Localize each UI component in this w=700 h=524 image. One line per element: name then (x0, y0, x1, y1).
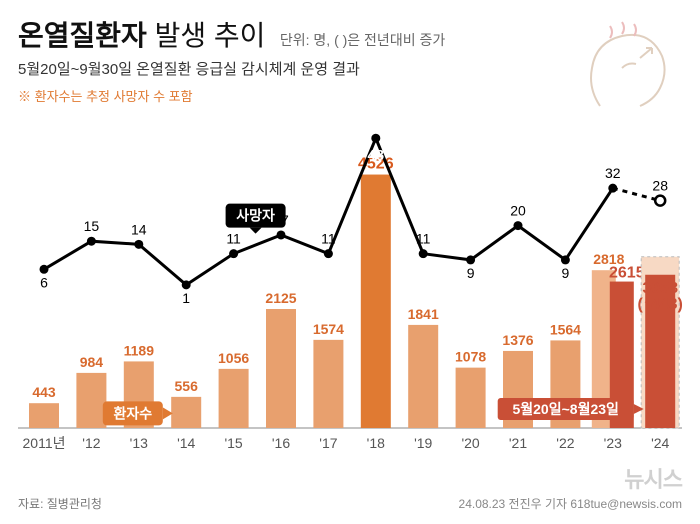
svg-text:48: 48 (367, 147, 384, 164)
svg-text:사망자: 사망자 (236, 208, 275, 224)
svg-text:'22: '22 (556, 435, 574, 451)
svg-text:'23: '23 (604, 435, 622, 451)
unit-label: 단위: 명, ( )은 전년대비 증가 (280, 32, 445, 48)
svg-text:환자수: 환자수 (113, 405, 152, 421)
svg-text:'24: '24 (651, 435, 669, 451)
svg-text:'14: '14 (177, 435, 195, 451)
svg-text:'20: '20 (461, 435, 479, 451)
svg-text:'15: '15 (224, 435, 242, 451)
svg-text:'12: '12 (82, 435, 100, 451)
svg-text:14: 14 (131, 221, 147, 237)
svg-text:9: 9 (562, 265, 570, 281)
svg-text:1841: 1841 (408, 306, 439, 322)
title-main: 온열질환자 (18, 20, 147, 51)
footnote-text: ※ 환자수는 추정 사망자 수 포함 (18, 89, 193, 104)
svg-text:20: 20 (510, 203, 526, 219)
svg-text:2011년: 2011년 (23, 435, 66, 451)
heat-illustration (570, 18, 680, 118)
svg-text:1564: 1564 (550, 321, 581, 337)
chart-area: 443 2011년 984 '12 1189 '13 556 '14 1056 '15 2125 '1… (18, 108, 682, 460)
svg-text:5월20일~8월23일: 5월20일~8월23일 (512, 401, 618, 417)
svg-text:1376: 1376 (502, 332, 533, 348)
svg-text:556: 556 (175, 378, 199, 394)
svg-text:2615: 2615 (609, 265, 645, 282)
credit-line: 24.08.23 전진우 기자 618tue@newsis.com (459, 495, 682, 512)
svg-text:2125: 2125 (265, 290, 296, 306)
source-label: 자료: 질병관리청 (18, 495, 102, 512)
title-sub: 발생 추이 (147, 20, 266, 51)
footnote: ※ 환자수는 추정 사망자 수 포함 (18, 86, 193, 105)
svg-text:1189: 1189 (124, 342, 155, 358)
svg-text:28: 28 (652, 178, 668, 194)
svg-text:'17: '17 (319, 435, 337, 451)
svg-text:11: 11 (321, 231, 336, 247)
subtitle: 5월20일~9월30일 온열질환 응급실 감시체계 운영 결과 (18, 58, 360, 79)
svg-text:11: 11 (416, 231, 431, 247)
svg-text:3058: 3058 (642, 280, 678, 297)
svg-text:9: 9 (467, 265, 475, 281)
svg-text:'13: '13 (130, 435, 148, 451)
svg-text:'18: '18 (367, 435, 385, 451)
svg-text:'21: '21 (509, 435, 527, 451)
svg-text:1: 1 (182, 290, 190, 306)
svg-text:(↑443): (↑443) (638, 296, 683, 313)
svg-text:6: 6 (40, 274, 48, 290)
svg-text:15: 15 (84, 218, 100, 234)
svg-text:1078: 1078 (455, 349, 486, 365)
svg-text:1574: 1574 (313, 321, 344, 337)
svg-text:'19: '19 (414, 435, 432, 451)
svg-text:11: 11 (226, 231, 241, 247)
svg-text:32: 32 (605, 165, 621, 181)
svg-text:1056: 1056 (218, 350, 249, 366)
svg-text:'16: '16 (272, 435, 290, 451)
svg-text:443: 443 (32, 384, 56, 400)
publisher-logo: 뉴시스 (624, 462, 682, 494)
svg-text:984: 984 (80, 354, 104, 370)
chart-title: 온열질환자 발생 추이 단위: 명, ( )은 전년대비 증가 (18, 14, 445, 54)
